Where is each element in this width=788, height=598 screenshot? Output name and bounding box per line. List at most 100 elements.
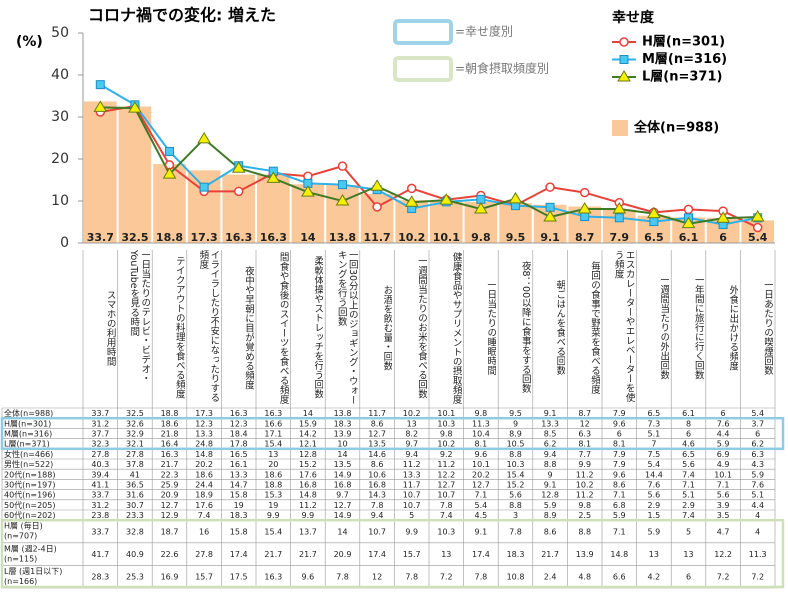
table-cell: 12.8 xyxy=(541,491,559,500)
table-cell: 12.3 xyxy=(195,419,213,428)
row-label: 全体(n=988) xyxy=(4,408,53,418)
table-cell: 22.3 xyxy=(161,470,179,479)
table-cell: 9.9 xyxy=(405,528,418,537)
table-cell: 13.3 xyxy=(403,470,421,479)
table-cell: 9.6 xyxy=(613,419,626,428)
table-cell: 12.2 xyxy=(714,550,732,559)
table-cell: 4 xyxy=(755,511,760,520)
table-cell: 9.8 xyxy=(578,501,591,510)
table-cell: 9.1 xyxy=(544,409,557,418)
table-cell: 27.8 xyxy=(91,450,109,459)
value-label: 6 xyxy=(719,231,727,244)
table-cell: 8.6 xyxy=(371,460,384,469)
table-cell: 7.1 xyxy=(613,491,626,500)
marker xyxy=(301,185,315,197)
table-cell: 4.7 xyxy=(717,528,730,537)
table-cell: 10.7 xyxy=(403,491,421,500)
annotation: =幸せ度別 xyxy=(455,24,513,39)
table-cell: 6.9 xyxy=(717,450,730,459)
table-cell: 8 xyxy=(686,419,691,428)
table-cell: 23.8 xyxy=(91,511,109,520)
value-label: 11.7 xyxy=(364,231,391,244)
table-cell: 32.6 xyxy=(126,419,144,428)
table-cell: 7 xyxy=(651,440,656,449)
table-cell: 18.3 xyxy=(230,511,248,520)
table-cell: 18.3 xyxy=(334,419,352,428)
table-cell: 4.2 xyxy=(648,573,661,582)
table-cell: 33.7 xyxy=(91,528,109,537)
table-cell: 10.7 xyxy=(403,501,421,510)
table-cell: 7.4 xyxy=(440,511,453,520)
table-cell: 7.6 xyxy=(751,481,764,490)
table-cell: 9.2 xyxy=(440,450,453,459)
marker xyxy=(683,204,694,215)
table-cell: 15.4 xyxy=(264,440,282,449)
table-cell: 12.9 xyxy=(161,511,179,520)
table-cell: 13.7 xyxy=(299,528,317,537)
table-cell: 13.3 xyxy=(541,419,559,428)
table-cell: 37.8 xyxy=(126,460,144,469)
marker xyxy=(612,202,627,214)
table-cell: 9.4 xyxy=(405,450,418,459)
table-cell: 10.2 xyxy=(403,409,421,418)
table-cell: 4.3 xyxy=(751,460,764,469)
value-label: 16.3 xyxy=(225,231,252,244)
table-cell: 5.4 xyxy=(648,460,661,469)
row-label: L層(n=371) xyxy=(4,440,50,449)
table-cell: 16.1 xyxy=(230,460,248,469)
chart-title: コロナ禍での変化: 増えた xyxy=(88,6,276,25)
table-cell: 12.7 xyxy=(334,501,352,510)
table-cell: 4.5 xyxy=(475,511,488,520)
table-cell: 16.3 xyxy=(161,450,179,459)
marker xyxy=(579,187,590,198)
row-label: 60代(n=202) xyxy=(4,510,55,520)
category-label: 柔軟体操やストレッチを行う回数 xyxy=(312,256,324,399)
table-cell: 28.3 xyxy=(91,573,109,582)
table-cell: 7.4 xyxy=(682,511,695,520)
table-cell: 41 xyxy=(130,470,140,479)
table-cell: 15.2 xyxy=(299,460,317,469)
row-label: H層(n=301) xyxy=(4,419,51,428)
table-cell: 25.9 xyxy=(161,481,179,490)
table-cell: 11.3 xyxy=(749,550,767,559)
table-cell: 7.1 xyxy=(682,481,695,490)
table-cell: 13.9 xyxy=(334,430,352,439)
table-cell: 15.7 xyxy=(403,550,421,559)
table-cell: 6 xyxy=(755,430,760,439)
table-cell: 27.8 xyxy=(195,550,213,559)
table-cell: 9.7 xyxy=(405,440,418,449)
marker xyxy=(474,202,488,214)
table-cell: 12.1 xyxy=(299,440,317,449)
table-cell: 24.8 xyxy=(195,440,213,449)
table-cell: 7.1 xyxy=(717,481,730,490)
table-cell: 16.3 xyxy=(230,409,248,418)
table-cell: 8.7 xyxy=(578,409,591,418)
table-cell: 17.8 xyxy=(230,440,248,449)
table-cell: 10.1 xyxy=(714,470,732,479)
table-cell: 7.8 xyxy=(371,501,384,510)
marker xyxy=(197,131,211,144)
category-label: 外食に出かける頻度 xyxy=(727,284,739,371)
category-label: 夜8：00以降に食事をする回数 xyxy=(519,261,531,394)
table-cell: 40.3 xyxy=(91,460,109,469)
table-cell: 4.4 xyxy=(751,501,764,510)
table-cell: 8.6 xyxy=(371,419,384,428)
table-cell: 39.4 xyxy=(91,470,109,479)
marker xyxy=(233,186,244,197)
table-cell: 13 xyxy=(441,550,451,559)
table-cell: 9.4 xyxy=(371,511,384,520)
table-cell: 14.2 xyxy=(299,430,317,439)
table-cell: 17.4 xyxy=(472,550,490,559)
category-label: スマホの利用時間 xyxy=(104,289,116,366)
table-cell: 8.8 xyxy=(544,460,557,469)
table-cell: 17.6 xyxy=(195,501,213,510)
table-cell: 32.8 xyxy=(126,528,144,537)
table-cell: 10.1 xyxy=(437,409,455,418)
table-cell: 7.9 xyxy=(613,450,626,459)
table-cell: 5.1 xyxy=(751,491,764,500)
table-cell: 18.6 xyxy=(264,470,282,479)
table-cell: 11.2 xyxy=(299,501,317,510)
row-label: H層 (毎日) xyxy=(4,521,43,531)
table-cell: 15.2 xyxy=(507,481,525,490)
table-cell: 16.3 xyxy=(264,573,282,582)
